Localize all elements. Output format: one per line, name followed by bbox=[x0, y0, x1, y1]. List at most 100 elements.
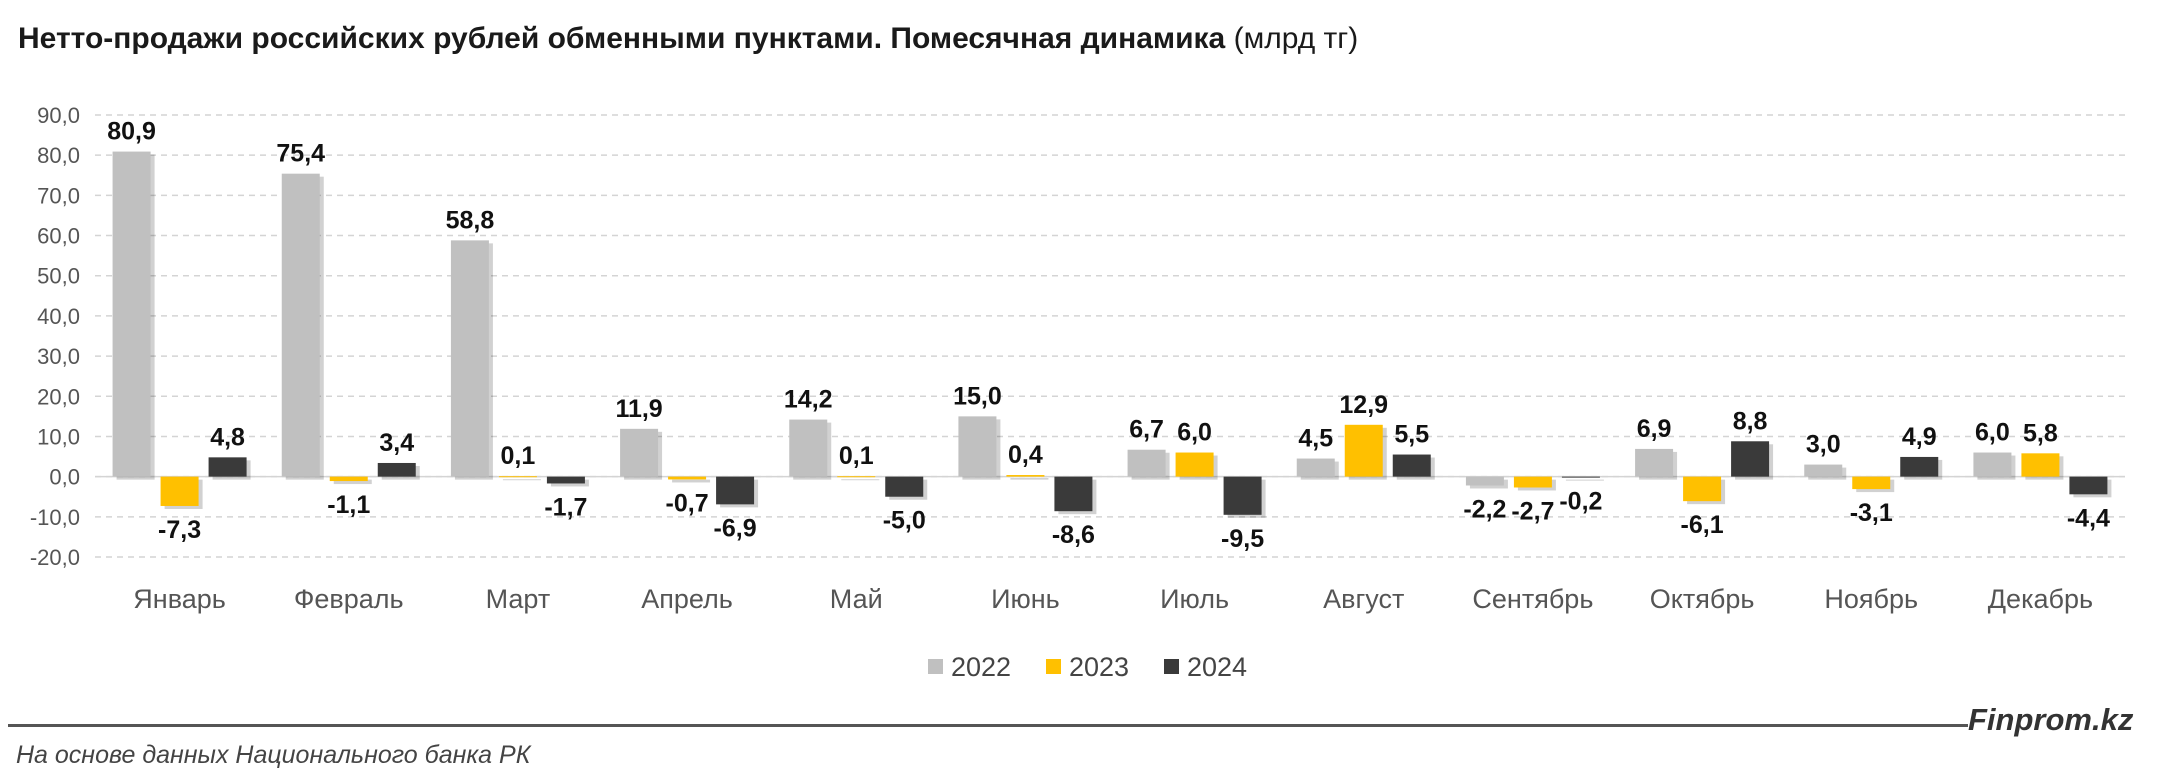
data-label-2024: -6,9 bbox=[714, 514, 757, 542]
bar-chart: 90,0 80,0 70,0 60,0 50,0 40,0 30,0 20,0 10,0 0,0 -… bbox=[30, 103, 2125, 682]
data-label-2024: -8,6 bbox=[1052, 521, 1095, 549]
data-label-2022: 11,9 bbox=[615, 395, 662, 423]
legend-swatch-2024 bbox=[1164, 659, 1179, 674]
brand-logo-text: Finprom.kz bbox=[1968, 702, 2134, 737]
legend-label-2023: 2023 bbox=[1069, 652, 1129, 682]
bar-2024 bbox=[1561, 476, 1600, 478]
bar-2024 bbox=[2069, 476, 2108, 495]
x-category-label: Июнь bbox=[991, 584, 1060, 614]
x-category-label: Октябрь bbox=[1650, 584, 1755, 614]
y-tick-label: 10,0 bbox=[37, 424, 80, 449]
y-tick-label: 0,0 bbox=[49, 465, 80, 490]
bar-2022 bbox=[1804, 464, 1843, 477]
bar-2023 bbox=[1513, 476, 1552, 488]
data-label-2024: -4,4 bbox=[2067, 504, 2110, 532]
data-label-2022: 14,2 bbox=[784, 386, 833, 414]
data-label-2024: -5,0 bbox=[883, 507, 926, 535]
chart-title-main: Нетто-продажи российских рублей обменным… bbox=[18, 22, 1226, 55]
bar-2022 bbox=[450, 240, 489, 477]
data-label-2024: -1,7 bbox=[544, 493, 587, 521]
data-label-2023: 6,0 bbox=[1177, 419, 1212, 447]
data-label-2023: 0,4 bbox=[1008, 441, 1043, 469]
bar-2022 bbox=[620, 428, 659, 477]
data-label-2023: 0,1 bbox=[501, 442, 536, 470]
y-tick-label: 40,0 bbox=[37, 304, 80, 329]
x-axis-categories: Январь Февраль Март Апрель Май Июнь Июль Август… bbox=[133, 584, 2093, 614]
x-category-label: Июль bbox=[1160, 584, 1229, 614]
bar-2023 bbox=[1852, 476, 1891, 490]
data-label-2023: 12,9 bbox=[1339, 391, 1388, 419]
bar-2023 bbox=[2021, 453, 2060, 477]
data-label-2024: -9,5 bbox=[1221, 525, 1264, 553]
legend-label-2024: 2024 bbox=[1187, 652, 1247, 682]
y-tick-label: 50,0 bbox=[37, 264, 80, 289]
data-label-2022: 75,4 bbox=[276, 140, 325, 168]
bar-shadow bbox=[1565, 479, 1604, 481]
y-tick-label: 70,0 bbox=[37, 183, 80, 208]
y-tick-label: 20,0 bbox=[37, 384, 80, 409]
data-label-2023: -3,1 bbox=[1850, 499, 1893, 527]
bar-shadow bbox=[672, 479, 711, 483]
bar-2024 bbox=[1223, 476, 1262, 515]
bar-2024 bbox=[716, 476, 755, 505]
bar-2022 bbox=[1127, 449, 1166, 477]
legend: 2022 2023 2024 bbox=[928, 652, 1247, 682]
data-label-2022: 6,9 bbox=[1637, 415, 1672, 443]
gridlines bbox=[95, 114, 2125, 558]
bar-2023 bbox=[329, 476, 368, 482]
y-tick-label: -20,0 bbox=[30, 545, 80, 570]
data-label-2023: -6,1 bbox=[1681, 511, 1724, 539]
data-label-2024: 8,8 bbox=[1733, 407, 1768, 435]
bar-2023 bbox=[668, 476, 707, 480]
data-label-2023: 0,1 bbox=[839, 442, 874, 470]
bar-2024 bbox=[885, 476, 924, 497]
data-label-2022: 15,0 bbox=[953, 382, 1002, 410]
bar-shadow bbox=[502, 479, 541, 481]
data-label-2022: 6,7 bbox=[1129, 416, 1164, 444]
bar-2022 bbox=[958, 416, 997, 477]
data-label-2022: 58,8 bbox=[446, 206, 495, 234]
x-category-label: Май bbox=[830, 584, 883, 614]
data-label-2022: -2,2 bbox=[1463, 495, 1506, 523]
bar-2023 bbox=[1175, 452, 1214, 477]
bar-2023 bbox=[498, 476, 537, 478]
bar-2023 bbox=[837, 476, 876, 478]
bar-2022 bbox=[1635, 448, 1674, 477]
x-category-label: Март bbox=[486, 584, 551, 614]
bar-2023 bbox=[1006, 475, 1045, 477]
source-note: На основе данных Национального банка РК bbox=[16, 741, 531, 769]
x-category-label: Февраль bbox=[294, 584, 404, 614]
data-label-2024: 4,8 bbox=[210, 423, 245, 451]
bar-2023 bbox=[160, 476, 199, 506]
y-tick-label: 80,0 bbox=[37, 143, 80, 168]
chart-title: Нетто-продажи российских рублей обменным… bbox=[18, 22, 1358, 56]
bar-2022 bbox=[1973, 452, 2012, 477]
bar-2023 bbox=[1344, 424, 1383, 477]
bar-shadow bbox=[841, 479, 880, 481]
bar-2024 bbox=[546, 476, 585, 484]
x-category-label: Декабрь bbox=[1988, 584, 2093, 614]
data-label-2024: -0,2 bbox=[1559, 487, 1602, 515]
data-label-2024: 4,9 bbox=[1902, 423, 1937, 451]
legend-label-2022: 2022 bbox=[951, 652, 1011, 682]
y-tick-label: -10,0 bbox=[30, 505, 80, 530]
data-label-2022: 3,0 bbox=[1806, 431, 1841, 459]
bar-2022 bbox=[1296, 458, 1335, 477]
bars bbox=[112, 151, 2112, 518]
x-category-label: Январь bbox=[133, 584, 226, 614]
x-category-label: Август bbox=[1323, 584, 1404, 614]
footer-divider bbox=[8, 724, 1968, 727]
y-axis-ticks: 90,0 80,0 70,0 60,0 50,0 40,0 30,0 20,0 10,0 0,0 -… bbox=[30, 103, 80, 570]
y-tick-label: 60,0 bbox=[37, 224, 80, 249]
x-category-label: Сентябрь bbox=[1472, 584, 1593, 614]
data-label-2023: -2,7 bbox=[1511, 497, 1554, 525]
x-category-label: Апрель bbox=[641, 584, 733, 614]
bar-2022 bbox=[1465, 476, 1504, 486]
bar-2022 bbox=[281, 173, 320, 477]
bar-shadow bbox=[1010, 478, 1049, 480]
bar-2024 bbox=[1054, 476, 1093, 512]
data-label-2023: -0,7 bbox=[666, 489, 709, 517]
x-category-label: Ноябрь bbox=[1824, 584, 1918, 614]
legend-swatch-2022 bbox=[928, 659, 943, 674]
data-label-2022: 4,5 bbox=[1298, 425, 1333, 453]
